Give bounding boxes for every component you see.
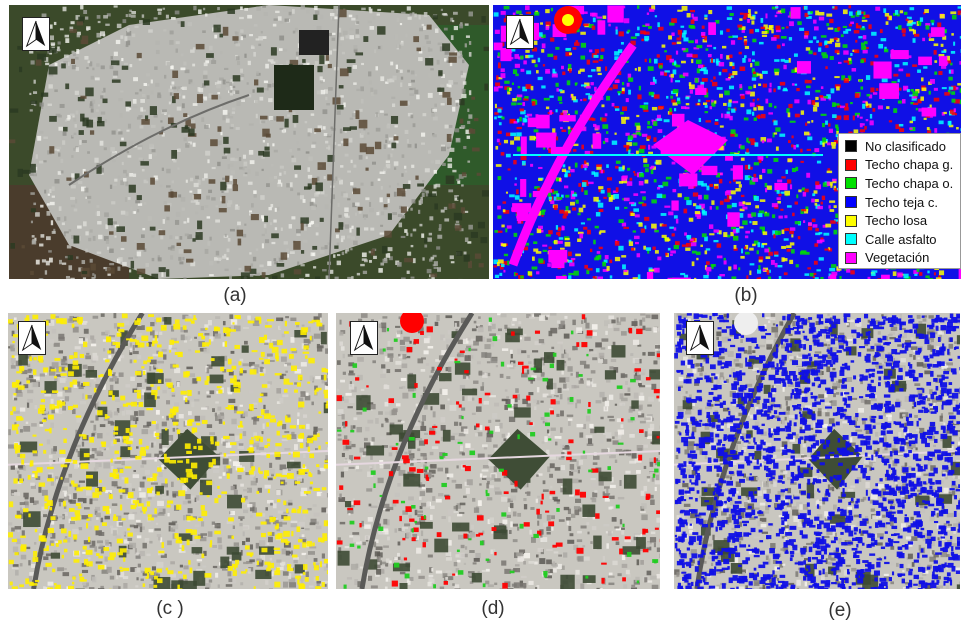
legend-swatch — [845, 177, 857, 190]
legend-item: Techo teja c. — [845, 193, 960, 212]
legend-label: Techo teja c. — [865, 194, 938, 210]
caption-b: (b) — [734, 285, 758, 306]
legend-item: No clasificado — [845, 137, 960, 156]
legend-item: Vegetación — [845, 249, 960, 268]
classification-legend: No clasificado Techo chapa g. Techo chapa … — [838, 133, 961, 269]
overlay-image-c — [8, 313, 328, 589]
legend-swatch — [845, 233, 857, 246]
panel-d-overlay-chapa — [336, 313, 660, 589]
panel-e-overlay-teja — [674, 313, 960, 589]
legend-swatch — [845, 196, 857, 209]
legend-swatch — [845, 140, 857, 153]
north-arrow-icon — [18, 321, 46, 355]
legend-label: Techo chapa g. — [865, 157, 954, 173]
panel-a-satellite-image — [9, 5, 489, 279]
legend-label: Calle asfalto — [865, 231, 937, 247]
legend-label: Techo chapa o. — [865, 175, 954, 191]
legend-swatch — [845, 251, 857, 264]
north-arrow-icon — [22, 17, 50, 51]
legend-item: Calle asfalto — [845, 230, 960, 249]
overlay-image-d — [336, 313, 660, 589]
north-arrow-icon — [686, 321, 714, 355]
legend-label: No clasificado — [865, 138, 946, 154]
legend-item: Techo chapa g. — [845, 156, 960, 175]
legend-swatch — [845, 214, 857, 227]
north-arrow-icon — [506, 15, 534, 49]
legend-item: Techo chapa o. — [845, 174, 960, 193]
satellite-image-a — [9, 5, 489, 279]
caption-e: (e) — [828, 600, 852, 621]
caption-d: (d) — [481, 598, 505, 619]
legend-item: Techo losa — [845, 211, 960, 230]
caption-c: (c ) — [156, 598, 184, 619]
north-arrow-icon — [350, 321, 378, 355]
legend-label: Techo losa — [865, 213, 928, 229]
panel-c-overlay-losa — [8, 313, 328, 589]
legend-swatch — [845, 158, 857, 171]
caption-a: (a) — [223, 285, 247, 306]
overlay-image-e — [674, 313, 960, 589]
legend-label: Vegetación — [865, 250, 930, 266]
